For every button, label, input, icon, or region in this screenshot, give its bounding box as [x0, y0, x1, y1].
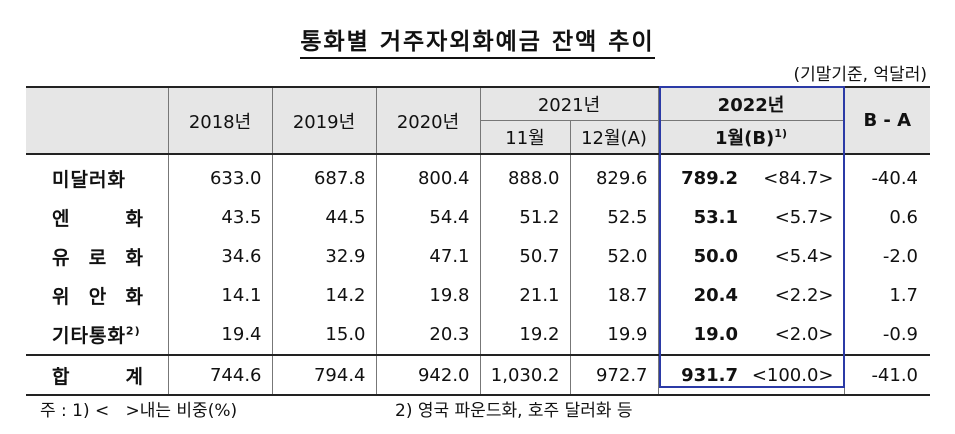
row-footnote: 2) [125, 324, 141, 338]
total-2019: 794.4 [271, 354, 376, 396]
label-char: 안 [88, 286, 108, 308]
cell-nov: 19.2 [479, 315, 570, 355]
label-char: 엔 [52, 208, 71, 230]
cell-nov: 51.2 [479, 198, 570, 237]
label-char: 유 [52, 247, 71, 269]
cell-2019: 44.5 [271, 198, 376, 237]
total-2018: 744.6 [167, 354, 272, 396]
cell-2018: 19.4 [167, 315, 272, 355]
header-blank [26, 86, 169, 155]
label-char: 화 [125, 208, 144, 230]
cell-diff: 1.7 [843, 276, 931, 315]
total-share: <100.0> [742, 354, 845, 396]
cell-2019: 15.0 [271, 315, 376, 355]
deposit-table: 2018년 2019년 2020년 2021년 2022년 B - A 11월 … [26, 86, 931, 396]
header-dec: 12월(A) [569, 120, 659, 155]
cell-2019: 32.9 [271, 237, 376, 276]
cell-share: <84.7> [763, 168, 834, 189]
cell-2018: 43.5 [167, 198, 272, 237]
cell-jan: 20.4 [657, 276, 742, 315]
cell-dec: 52.5 [569, 198, 658, 237]
cell-share: <2.2> [774, 285, 834, 306]
header-jan: 1월(B)1) [657, 120, 845, 155]
table-title-text: 통화별 거주자외화예금 잔액 추이 [300, 29, 655, 59]
cell-diff: -0.9 [843, 315, 931, 355]
footnote-2: 2) 영국 파운드화, 호주 달러화 등 [395, 401, 633, 421]
cell-jan: 789.2 [657, 154, 742, 198]
table-row: 미달러화 633.0 687.8 800.4 888.0 829.6 789.2… [26, 154, 931, 198]
cell-jan: 19.0 [657, 315, 742, 355]
unit-label: (기말기준, 억달러) [793, 65, 927, 85]
cell-share: <5.4> [774, 246, 834, 267]
label-char: 화 [125, 286, 144, 308]
total-diff: -41.0 [843, 354, 931, 396]
total-jan: 931.7 [657, 354, 742, 396]
cell-2019: 14.2 [271, 276, 376, 315]
header-2020: 2020년 [375, 86, 481, 155]
cell-diff: -2.0 [843, 237, 931, 276]
cell-2020: 20.3 [375, 315, 480, 355]
cell-2020: 800.4 [375, 154, 480, 198]
label-char: 로 [88, 247, 108, 269]
header-2021: 2021년 [479, 86, 659, 121]
cell-2019: 687.8 [271, 154, 376, 198]
table-row: 기타통화2) 19.4 15.0 20.3 19.2 19.9 19.0 <2.… [26, 315, 931, 355]
header-2019: 2019년 [271, 86, 377, 155]
cell-dec: 829.6 [569, 154, 658, 198]
header-diff: B - A [843, 86, 931, 155]
cell-diff: 0.6 [843, 198, 931, 237]
cell-diff: -40.4 [843, 154, 931, 198]
total-label-a: 합 [52, 365, 71, 388]
header-2018: 2018년 [167, 86, 273, 155]
cell-share: <5.7> [774, 207, 834, 228]
total-label-b: 계 [125, 365, 144, 388]
header-jan-text: 1월(B) [715, 128, 775, 149]
footnote-1: 주 : 1) < >내는 비중(%) [40, 401, 238, 421]
cell-2018: 14.1 [167, 276, 272, 315]
cell-2018: 34.6 [167, 237, 272, 276]
header-nov: 11월 [479, 120, 571, 155]
cell-2020: 47.1 [375, 237, 480, 276]
cell-share: <2.0> [774, 324, 834, 345]
label-char: 화 [125, 247, 144, 269]
cell-dec: 19.9 [569, 315, 658, 355]
cell-2020: 19.8 [375, 276, 480, 315]
cell-nov: 21.1 [479, 276, 570, 315]
cell-dec: 18.7 [569, 276, 658, 315]
table-title: 통화별 거주자외화예금 잔액 추이 [0, 22, 955, 59]
cell-nov: 888.0 [479, 154, 570, 198]
total-2020: 942.0 [375, 354, 480, 396]
row-label-text: 기타통화 [52, 325, 126, 347]
label-char: 위 [52, 286, 71, 308]
header-jan-footnote: 1) [774, 127, 787, 140]
cell-jan: 50.0 [657, 237, 742, 276]
cell-dec: 52.0 [569, 237, 658, 276]
row-label: 기타통화2) [26, 315, 168, 355]
cell-2018: 633.0 [167, 154, 272, 198]
header-2022: 2022년 [657, 86, 845, 121]
total-nov: 1,030.2 [479, 354, 570, 396]
footnotes: 주 : 1) < >내는 비중(%) 2) 영국 파운드화, 호주 달러화 등 [40, 396, 940, 421]
cell-jan: 53.1 [657, 198, 742, 237]
cell-nov: 50.7 [479, 237, 570, 276]
cell-2020: 54.4 [375, 198, 480, 237]
row-label: 미달러화 [52, 169, 126, 191]
total-dec: 972.7 [569, 354, 658, 396]
